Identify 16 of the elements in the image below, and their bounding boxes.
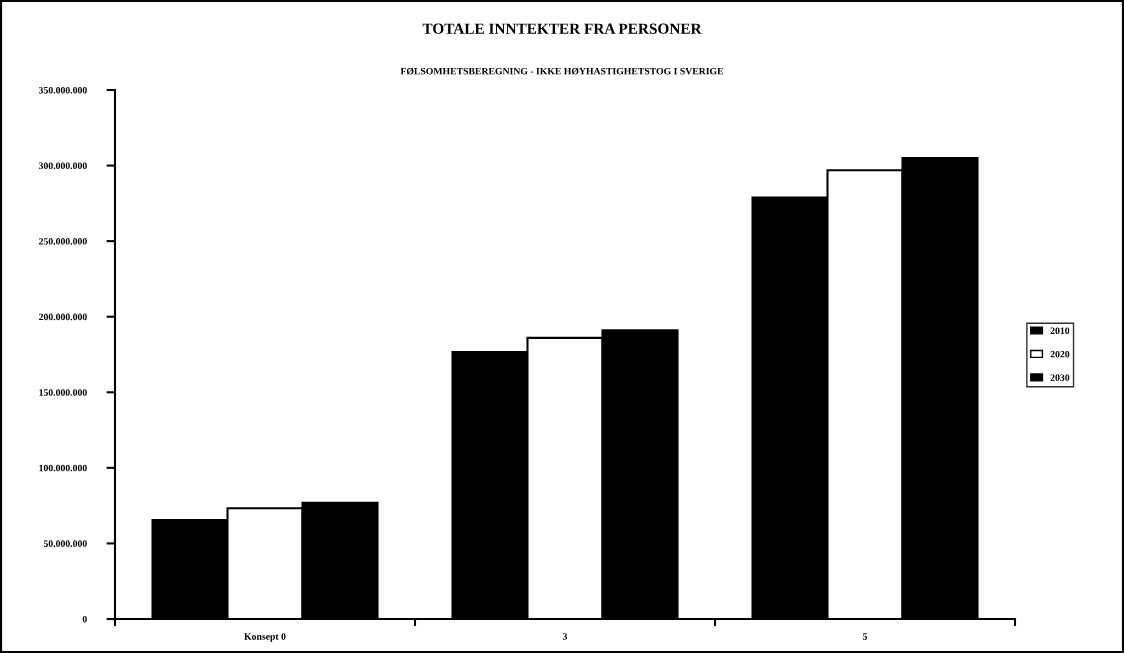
y-tick-label: 0 (82, 615, 87, 623)
x-tick-label: Konsept 0 (244, 633, 286, 642)
x-tick-label: 3 (562, 633, 568, 640)
y-tick-label: 350.000.000 (38, 86, 87, 94)
chart-title: TOTALE INNTEKTER FRA PERSONER (422, 23, 702, 34)
x-tick-label: 5 (862, 633, 868, 640)
y-tick-label: 200.000.000 (39, 313, 87, 321)
legend-label: 2030 (1050, 374, 1070, 381)
y-tick-label: 300.000.000 (38, 162, 87, 170)
y-tick-label: 50.000.000 (43, 540, 87, 547)
y-tick-label: 250.000.000 (39, 238, 87, 245)
y-tick-label: 100.000.000 (39, 464, 87, 472)
y-tick-label: 150.000.000 (39, 389, 87, 396)
legend-label: 2010 (1050, 327, 1070, 334)
chart-subtitle: FØLSOMHETSBEREGNING - IKKE HØYHASTIGHETSTOG I SVERIGE (400, 67, 724, 75)
legend-label: 2020 (1050, 350, 1070, 358)
